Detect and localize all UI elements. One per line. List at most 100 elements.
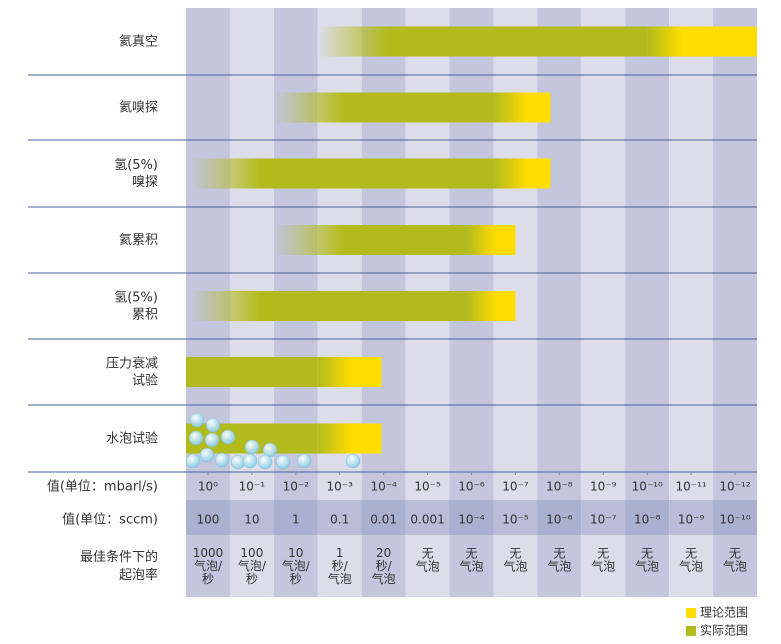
row-label: 氢(5%)累积 [114,290,158,322]
bubble [245,440,259,454]
bubble-rate-line: 气泡 [459,558,483,573]
sccm-value: 10 [244,513,259,527]
bubble-rate-line: 气泡 [679,558,703,573]
legend-swatch [686,626,696,636]
row-label: 氦累积 [119,233,158,248]
sccm-value: 10⁻⁶ [546,513,573,527]
bubble [346,454,360,468]
sccm-value: 0.1 [330,513,349,527]
bubble [205,433,219,447]
x-tick-label: 10⁻⁴ [370,480,397,494]
x-tick-label: 10⁻¹ [239,480,266,494]
bubble-rate-line: 无 [465,546,477,560]
row-label-line: 氦嗅探 [119,100,158,115]
theoretical-range-bar [467,291,515,321]
theoretical-range-bar [647,27,757,57]
x-tick-label: 10⁻² [283,480,310,494]
row-label: 氢(5%) 嗅探 [114,158,158,190]
bubble [243,454,257,468]
practical-range-bar [274,93,494,123]
sccm-value: 10⁻¹⁰ [719,513,750,527]
sccm-row-label: 值(单位：sccm) [62,512,158,528]
bubble [206,418,220,432]
sccm-value: 10⁻⁹ [678,513,705,527]
bubble-rate-line: 无 [685,546,697,560]
sccm-value: 10⁻⁵ [502,513,529,527]
sccm-value: 10⁻⁴ [458,513,485,527]
sccm-value: 0.001 [410,513,444,527]
bubble-row-label-line: 最佳条件下的 [80,549,158,565]
bubble [215,453,229,467]
row-label-line: 嗅探 [132,175,158,190]
bubble-rate-line: 气泡/ [282,558,311,573]
x-tick-label: 10⁻⁹ [590,480,617,494]
x-tick-label: 10⁻⁸ [546,480,573,494]
bubble [186,454,200,468]
theoretical-range-bar [318,357,382,387]
bubble-rate-line: 气泡 [372,571,396,586]
bubble-rate-line: 无 [597,546,609,560]
row-label: 压力衰减试验 [106,355,158,388]
sccm-value: 0.01 [370,513,397,527]
theoretical-range-bar [318,424,382,454]
bubble [190,413,204,427]
bubble-rate-line: 气泡/ [194,558,223,573]
bubble-rate-line: 100 [240,546,263,560]
row-label-line: 压力衰减 [106,355,158,371]
x-tick-label: 10⁻⁵ [414,480,441,494]
bubble-row-label: 最佳条件下的起泡率 [80,549,158,583]
bubble-rate-line: 气泡 [635,558,659,573]
practical-range-bar [190,159,493,189]
x-tick-label: 10⁻¹¹ [675,480,706,494]
bubble-rate-line: 1 [336,546,344,560]
theoretical-range-bar [493,159,550,189]
bubble-rate-line: 秒/ [376,559,393,573]
x-tick-label: 10⁻⁷ [502,480,529,494]
chart: 氦真空氦嗅探氢(5%)嗅探氦累积氢(5%)累积压力衰减试验水泡试验值(单位：mb… [0,0,781,644]
x-tick-label: 10⁻¹² [719,480,750,494]
sccm-value: 10⁻⁷ [590,513,617,527]
x-tick-label: 10⁻¹⁰ [632,480,663,494]
bubble-rate-line: 无 [509,546,521,560]
bubble [297,454,311,468]
bubble-rate-line: 10 [288,546,303,560]
bubble [189,431,203,445]
row-label-line: 水泡试验 [106,430,158,446]
bubble-rate-line: 无 [729,546,741,560]
sccm-value: 1 [292,513,300,527]
bubble-rate-line: 气泡 [723,558,747,573]
sccm-value: 10⁻⁸ [634,513,661,527]
row-label: 氦嗅探 [119,100,158,115]
sccm-value: 100 [197,513,220,527]
bubble-rate-line: 无 [641,546,653,560]
row-label-line: 氢(5%) [114,158,158,173]
x-axis-label: 值(单位：mbarl/s) [47,479,158,495]
bubble [200,448,214,462]
bubble-rate-line: 无 [553,546,565,560]
theoretical-range-bar [493,93,550,123]
bubble-rate-line: 秒 [246,572,258,586]
bubble-rate-line: 秒 [202,572,214,586]
bubble-rate-line: 气泡 [328,571,352,586]
bubble-rate-line: 20 [376,546,391,560]
row-label-line: 累积 [132,307,158,322]
bubble-rate-line: 气泡 [416,558,440,573]
x-tick-label: 10⁻⁶ [458,480,485,494]
row-label-line: 氦累积 [119,233,158,248]
practical-range-bar [190,291,467,321]
x-tick-label: 10⁻³ [327,480,354,494]
bubble-rate-line: 秒 [290,572,302,586]
bubble-rate-line: 气泡/ [238,558,267,573]
row-label: 水泡试验 [106,430,158,446]
row-label-line: 试验 [132,372,158,388]
practical-range-bar [318,27,647,57]
bubble [276,455,290,469]
bubble [221,430,235,444]
bubble [258,455,272,469]
practical-range-bar [186,357,318,387]
bubble-rate-line: 气泡 [503,558,527,573]
legend-label: 理论范围 [700,606,748,620]
bubble-rate-line: 秒/ [332,559,349,573]
legend-swatch [686,608,696,618]
x-tick-label: 10⁰ [198,480,218,494]
